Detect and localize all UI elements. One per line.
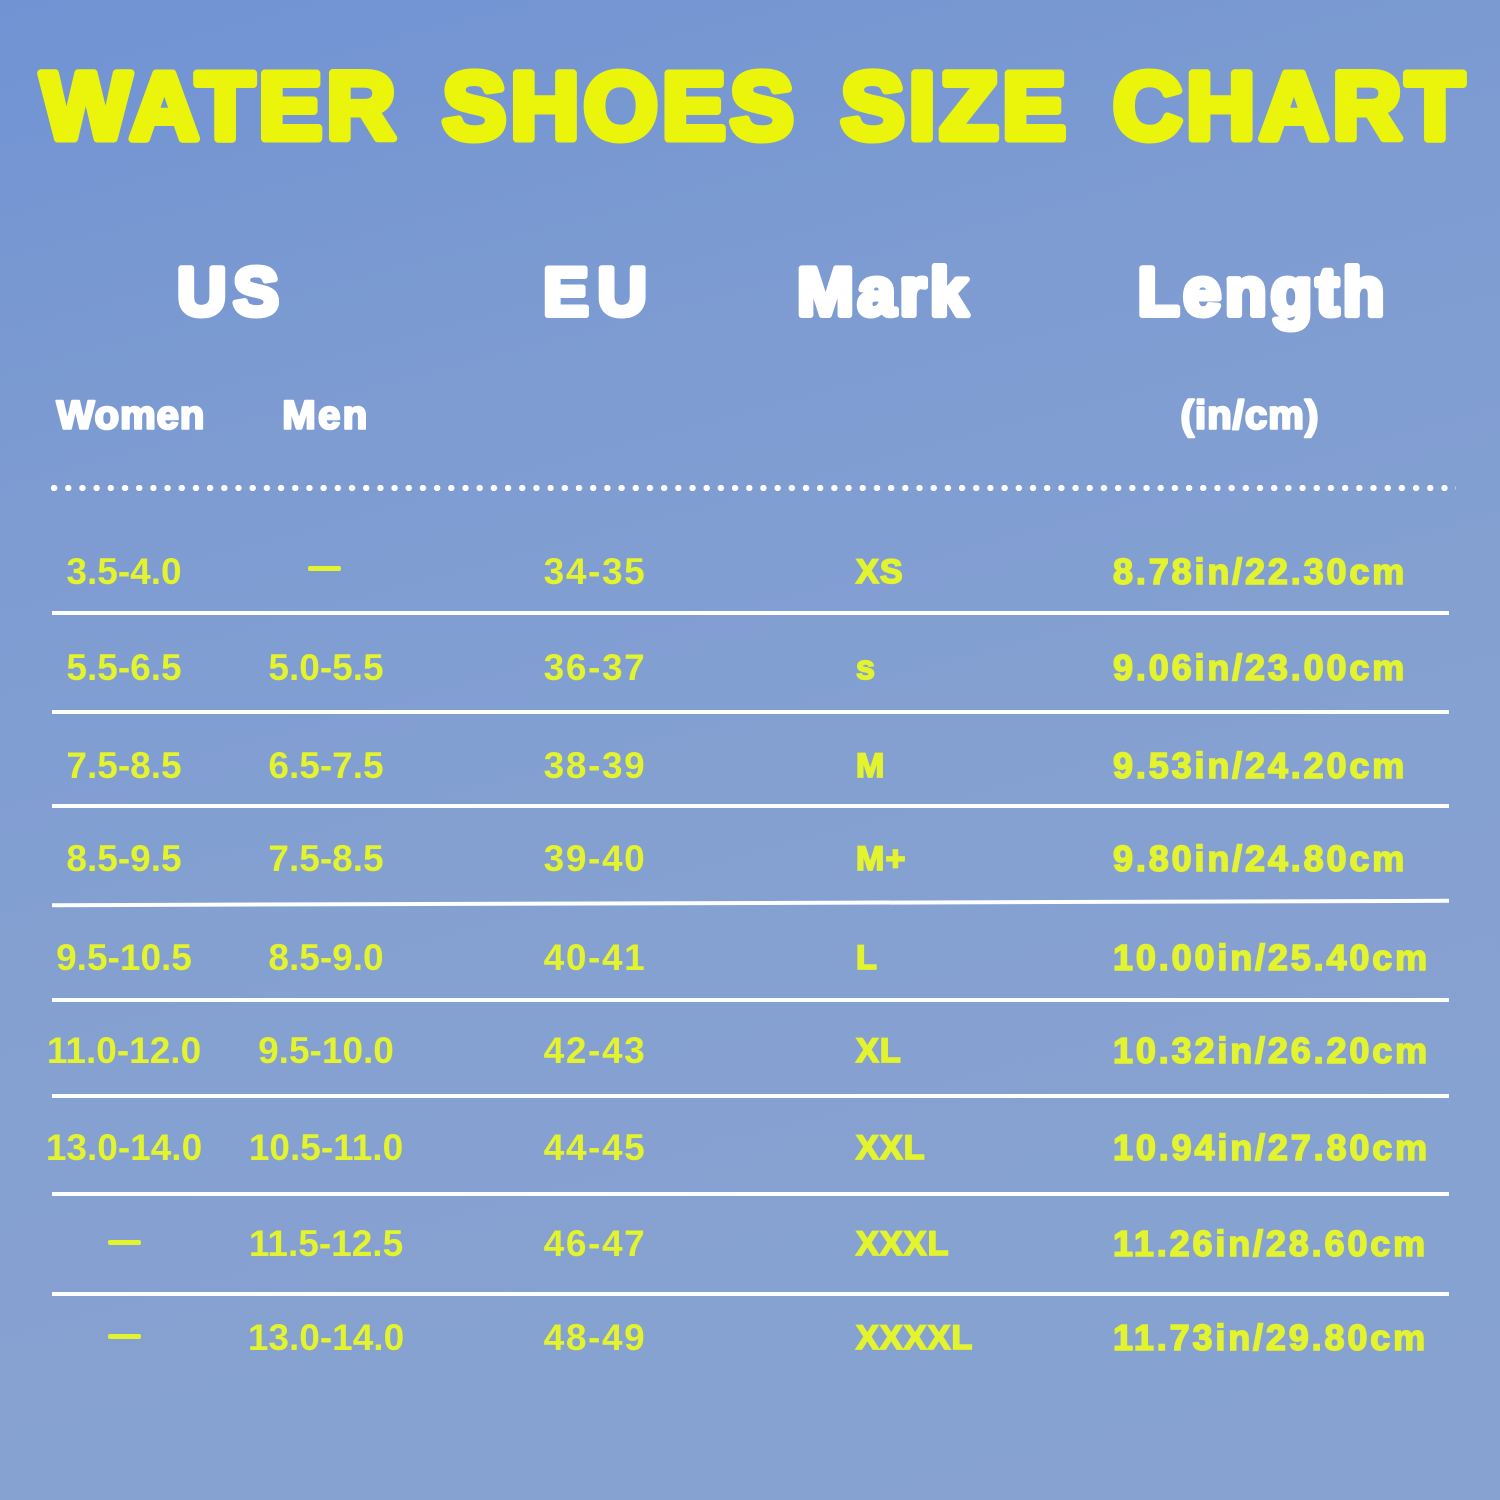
svg-text:(in/cm): (in/cm) [1181, 394, 1320, 438]
svg-text:Men: Men [282, 394, 369, 438]
svg-text:US: US [177, 254, 285, 330]
svg-text:WATER SHOES SIZE CHART: WATER SHOES SIZE CHART [41, 54, 1468, 160]
svg-text:Length: Length [1138, 254, 1389, 330]
svg-text:Women: Women [57, 394, 206, 438]
svg-text:Mark: Mark [797, 254, 972, 330]
svg-text:EU: EU [543, 254, 655, 330]
